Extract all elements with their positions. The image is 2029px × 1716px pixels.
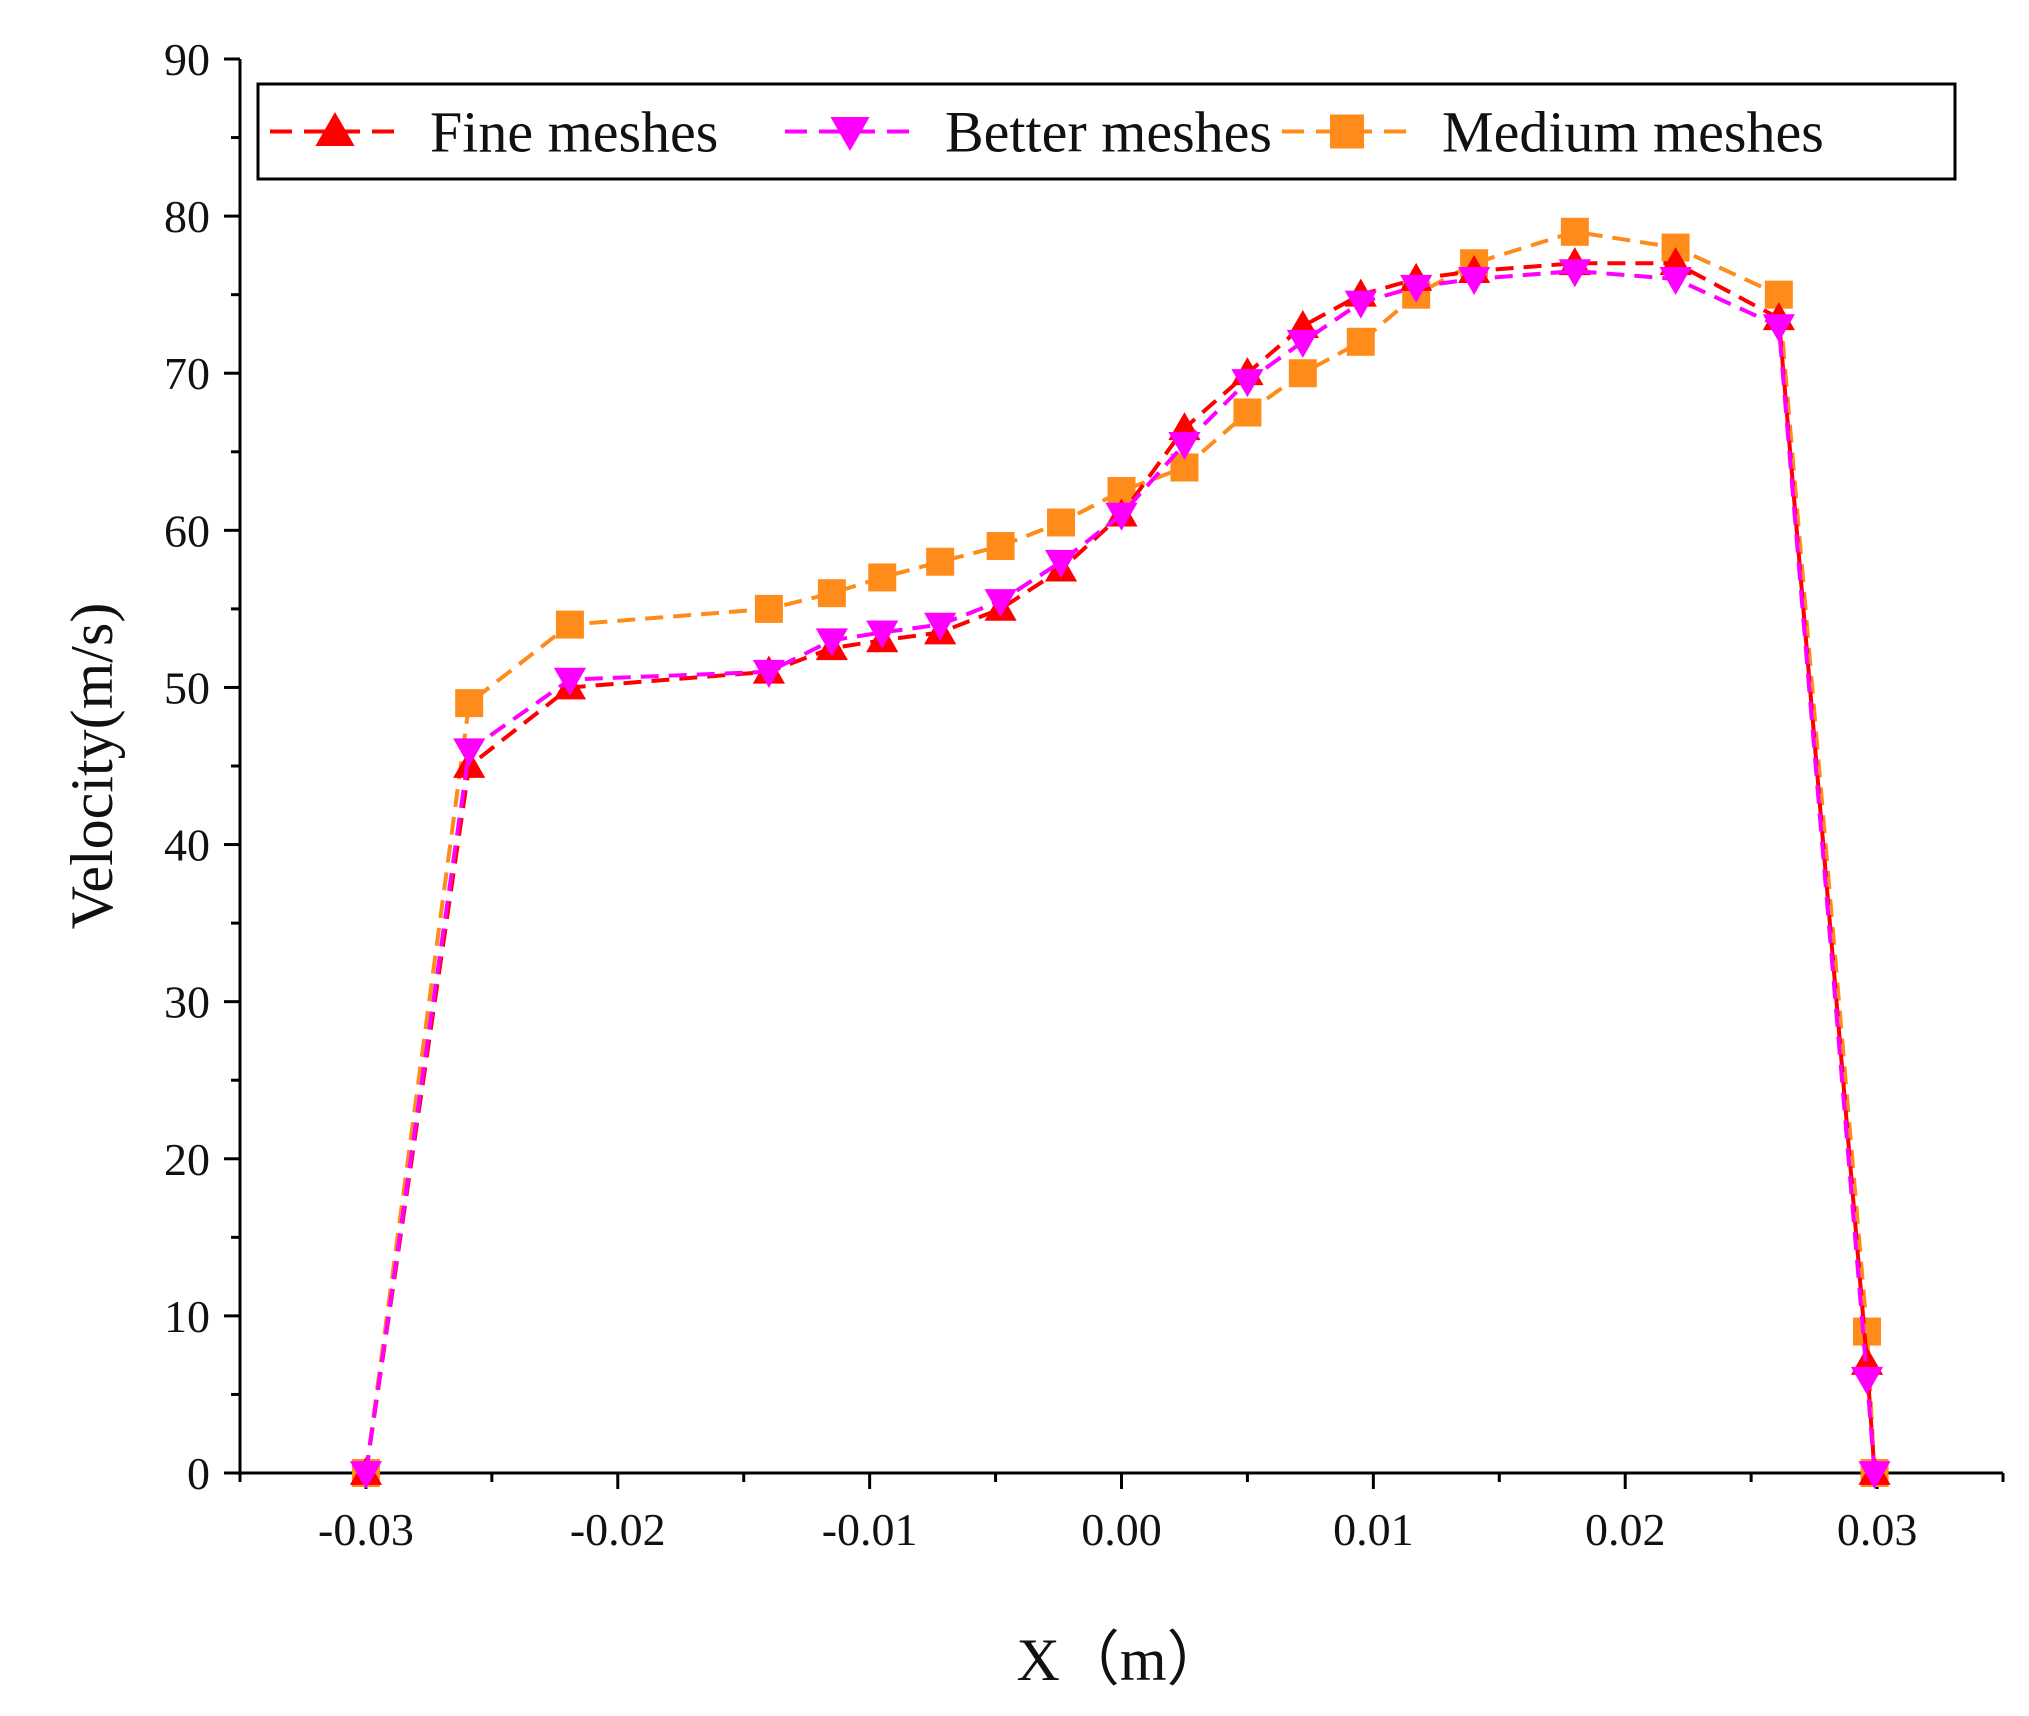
series-line bbox=[363, 229, 1877, 1474]
y-tick-label: 10 bbox=[164, 1291, 210, 1342]
y-tick-label: 60 bbox=[164, 505, 210, 556]
data-point bbox=[1560, 217, 1589, 246]
legend-entry: Better meshes bbox=[785, 100, 1272, 165]
x-tick-label: -0.01 bbox=[822, 1504, 918, 1555]
x-tick-label: -0.03 bbox=[318, 1504, 414, 1555]
data-point bbox=[1288, 359, 1317, 388]
data-point bbox=[455, 689, 484, 718]
data-point bbox=[453, 738, 486, 767]
legend-label: Better meshes bbox=[945, 100, 1272, 165]
axes: -0.03 -0.02 -0.01 0.00 0.01 0.02 0.03 0 10 20 30 40… bbox=[164, 34, 2005, 1555]
legend-label: Medium meshes bbox=[1442, 100, 1824, 165]
data-point bbox=[555, 610, 584, 639]
plot-area bbox=[349, 217, 1891, 1490]
data-point bbox=[815, 628, 848, 657]
data-point bbox=[349, 1461, 383, 1490]
y-tick-label: 50 bbox=[164, 662, 210, 713]
x-tick-label: 0.00 bbox=[1081, 1504, 1162, 1555]
data-point bbox=[1346, 327, 1375, 356]
y-tick-label: 80 bbox=[164, 191, 210, 242]
data-point bbox=[986, 532, 1015, 561]
y-axis-title: Velocity(m/s) bbox=[59, 603, 125, 930]
legend-entry: Fine meshes bbox=[270, 100, 718, 165]
y-tick-label: 70 bbox=[164, 348, 210, 399]
legend-label: Fine meshes bbox=[430, 100, 718, 165]
data-point bbox=[1850, 1366, 1884, 1395]
data-point bbox=[1858, 1461, 1891, 1490]
series-medium-meshes bbox=[351, 217, 1889, 1487]
series-better-meshes bbox=[349, 259, 1891, 1490]
data-point bbox=[1400, 274, 1433, 303]
x-tick-label: -0.02 bbox=[570, 1504, 666, 1555]
data-point bbox=[817, 579, 846, 608]
y-tick-label: 0 bbox=[187, 1448, 210, 1499]
y-tick-label: 40 bbox=[164, 820, 210, 871]
data-point bbox=[1344, 290, 1377, 319]
x-axis-title: X（m） bbox=[1017, 1627, 1227, 1693]
x-tick-label: 0.03 bbox=[1837, 1504, 1918, 1555]
data-point bbox=[866, 620, 899, 649]
data-point bbox=[924, 612, 957, 641]
data-point bbox=[553, 667, 587, 696]
y-tick-label: 90 bbox=[164, 34, 210, 85]
legend-marker bbox=[315, 111, 355, 146]
series-fine-meshes bbox=[349, 247, 1891, 1485]
legend-box bbox=[256, 82, 1957, 181]
data-point bbox=[984, 589, 1017, 618]
y-tick-label: 30 bbox=[164, 977, 210, 1028]
legend: Fine meshes Better meshes Medium meshes bbox=[256, 82, 1957, 181]
legend-entry: Medium meshes bbox=[1282, 100, 1824, 165]
data-point bbox=[1105, 502, 1138, 531]
data-point bbox=[754, 594, 783, 623]
series-line bbox=[363, 261, 1877, 1474]
legend-marker bbox=[830, 117, 870, 152]
data-point bbox=[1558, 259, 1591, 288]
y-tick-label: 20 bbox=[164, 1134, 210, 1185]
data-point bbox=[926, 547, 955, 576]
data-point bbox=[1044, 549, 1078, 578]
data-point bbox=[1233, 398, 1262, 427]
data-point bbox=[752, 659, 785, 688]
data-point bbox=[1762, 314, 1795, 343]
series-line bbox=[363, 269, 1877, 1474]
x-tick-label: 0.01 bbox=[1333, 1504, 1414, 1555]
data-point bbox=[1231, 369, 1264, 398]
data-point bbox=[1659, 267, 1692, 296]
data-point bbox=[1286, 329, 1319, 358]
data-point bbox=[1458, 267, 1491, 296]
data-point bbox=[1168, 432, 1201, 461]
data-point bbox=[868, 563, 897, 592]
legend-marker bbox=[1330, 114, 1364, 149]
x-tick-label: 0.02 bbox=[1585, 1504, 1666, 1555]
data-point bbox=[1047, 508, 1076, 537]
